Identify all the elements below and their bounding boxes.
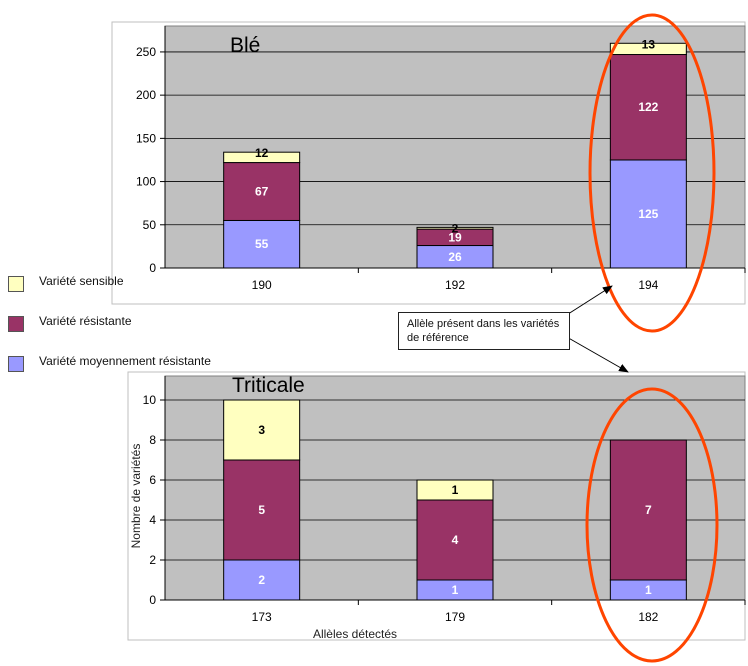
y-tick-label-ble-250: 250: [136, 45, 156, 59]
legend-label-sensible: Variété sensible: [39, 274, 124, 288]
bar-ble-194-seg2: [609, 42, 687, 56]
bar-ble-190-seg0: [223, 219, 301, 269]
y-tick-label-triticale-6: 6: [149, 473, 156, 487]
bar-triticale-179-seg2: [416, 479, 494, 501]
data-label-ble-190-seg1: 67: [255, 185, 269, 199]
bar-triticale-173-seg1: [223, 459, 301, 561]
chart-title-ble: Blé: [230, 34, 260, 57]
legend-swatch-resistante: [8, 316, 24, 332]
y-tick-label-triticale-10: 10: [143, 393, 157, 407]
chart-title-triticale: Triticale: [232, 374, 305, 397]
data-label-ble-194-seg2: 13: [642, 37, 656, 51]
x-tick-label-ble-190: 190: [252, 278, 272, 292]
bar-ble-190-seg2: [223, 151, 301, 164]
arrow-to-ble-194: [564, 285, 613, 317]
legend-swatch-moyennement-resistante: [8, 356, 24, 372]
data-label-triticale-182-seg0: 1: [645, 583, 652, 597]
arrow-to-triticale-182: [564, 335, 629, 373]
legend-swatch-sensible: [8, 276, 24, 292]
data-label-ble-190-seg0: 55: [255, 237, 269, 251]
y-tick-label-ble-200: 200: [136, 88, 156, 102]
bar-ble-192-seg2: [416, 226, 494, 230]
chart-ble: 0 50 100 150 200 250 55 67 12 190 26 192 192 125 122 13…: [111, 21, 746, 305]
data-label-ble-192-seg0: 26: [448, 250, 462, 264]
bar-ble-194-seg0: [609, 159, 687, 269]
bar-triticale-179-seg1: [416, 499, 494, 581]
chart-triticale: 0 2 4 6 8 10 2 5 3 173 1 4 1 179 1 7 182 Triticale Allèles…: [127, 371, 746, 641]
annotation-layer: [564, 13, 719, 663]
data-label-ble-192-seg1: 19: [448, 230, 462, 244]
y-tick-label-ble-0: 0: [149, 261, 156, 275]
legend-item-moyennement-resistante: Variété moyennement résistante: [8, 354, 228, 376]
legend-item-sensible: Variété sensible: [8, 274, 228, 296]
data-label-ble-192-seg2: 2: [452, 221, 459, 235]
x-tick-label-ble-194: 194: [638, 278, 658, 292]
data-label-triticale-182-seg1: 7: [645, 503, 652, 517]
legend-label-moyennement-resistante: Variété moyennement résistante: [39, 354, 211, 368]
data-label-triticale-179-seg1: 4: [452, 533, 459, 547]
callout-text: Allèle présent dans les variétés de réfé…: [407, 318, 560, 344]
data-label-triticale-179-seg2: 1: [452, 483, 459, 497]
bar-ble-194-seg1: [609, 54, 687, 161]
y-tick-label-triticale-0: 0: [149, 593, 156, 607]
highlight-ellipse-triticale-182: [585, 387, 719, 663]
y-axis-label-triticale: Nombre de variétés: [129, 444, 143, 549]
y-tick-label-ble-50: 50: [143, 218, 157, 232]
y-tick-label-triticale-2: 2: [149, 553, 156, 567]
x-tick-label-ble-192: 192: [445, 278, 465, 292]
data-label-triticale-179-seg0: 1: [452, 583, 459, 597]
bar-triticale-182-seg1: [609, 439, 687, 581]
bar-ble-190-seg1: [223, 162, 301, 221]
y-tick-label-triticale-4: 4: [149, 513, 156, 527]
x-tick-label-triticale-173: 173: [252, 610, 272, 624]
bar-triticale-173-seg2: [223, 399, 301, 461]
x-tick-label-triticale-179: 179: [445, 610, 465, 624]
data-label-ble-190-seg2: 12: [255, 146, 269, 160]
y-tick-label-triticale-8: 8: [149, 433, 156, 447]
highlight-ellipse-ble-194: [588, 13, 716, 333]
x-tick-label-triticale-182: 182: [638, 610, 658, 624]
data-label-triticale-173-seg0: 2: [258, 573, 265, 587]
legend-label-resistante: Variété résistante: [39, 314, 132, 328]
y-tick-label-ble-150: 150: [136, 131, 156, 145]
y-tick-label-ble-100: 100: [136, 175, 156, 189]
legend-item-resistante: Variété résistante: [8, 314, 228, 336]
callout-box: Allèle présent dans les variétés de réfé…: [398, 312, 570, 350]
data-label-ble-194-seg1: 122: [638, 100, 658, 114]
bar-triticale-173-seg0: [223, 559, 301, 601]
data-label-triticale-173-seg1: 5: [258, 503, 265, 517]
data-label-triticale-173-seg2: 3: [258, 423, 265, 437]
data-label-ble-194-seg0: 125: [638, 207, 658, 221]
legend: Variété sensible Variété résistante Vari…: [8, 274, 228, 394]
x-axis-label-triticale: Allèles détectés: [313, 627, 397, 641]
